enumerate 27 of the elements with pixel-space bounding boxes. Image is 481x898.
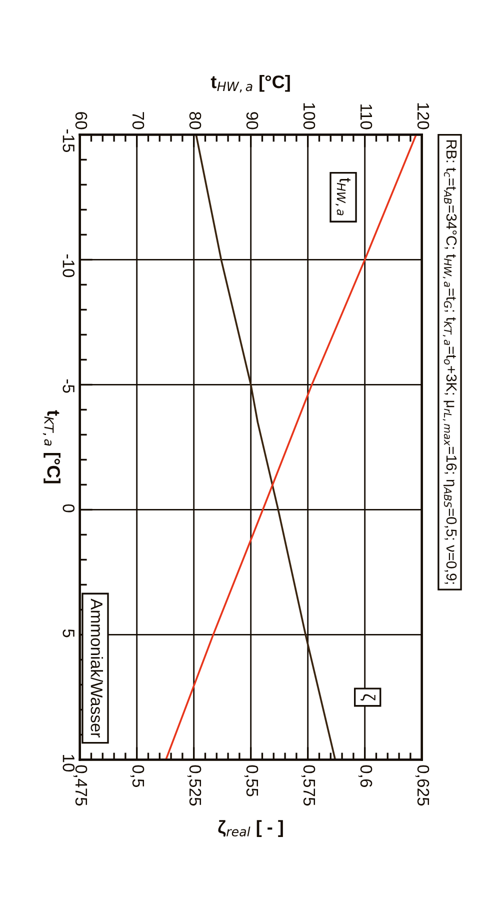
y-tick-label: -5 [62, 379, 74, 393]
text: t$_{HW,a}$ [336, 178, 350, 216]
text: ζ [360, 694, 376, 701]
y-tick-label: 0 [62, 504, 75, 512]
y-tick-label: -15 [62, 129, 74, 152]
y-axis-title: t$_{KT,a}$ [°C] [42, 410, 60, 484]
text: RB: t$_{c}$=t$_{AB}$=34°C; t$_{HW,a}$=t$_{G}$; t$_{KT,a}$=t$_{o}$+3K; μ$_{rL,max}$=16; η$_{ABS}$=0,5; ν=0,9; [442, 140, 457, 584]
annotation: Ammoniak/Wasser [90, 598, 104, 738]
x-tick-label: 0,55 [244, 765, 258, 796]
x2-tick-label: 110 [360, 104, 372, 130]
x2-axis-title: t$_{HW,a}$ [°C] [210, 74, 290, 92]
y-tick-label: 5 [62, 629, 74, 638]
x-axis-title: ζ$_{real}$ [ - ] [218, 820, 283, 837]
x2-tick-label: 60 [75, 112, 88, 130]
x-tick-label: 0,575 [301, 765, 316, 806]
x2-tick-label: 80 [189, 112, 202, 130]
x2-tick-label: 70 [132, 112, 144, 130]
x2-tick-label: 90 [246, 112, 258, 130]
x-tick-label: 0,475 [73, 765, 88, 806]
x-tick-label: 0,525 [187, 765, 202, 806]
x2-tick-label: 100 [303, 103, 316, 130]
x-tick-label: 0,6 [358, 765, 372, 788]
y-tick-label: 10 [62, 754, 75, 772]
x2-tick-label: 120 [417, 103, 430, 130]
x-tick-label: 0,5 [130, 765, 144, 788]
x-tick-label: 0,625 [415, 765, 430, 806]
y-tick-label: -10 [62, 254, 75, 278]
